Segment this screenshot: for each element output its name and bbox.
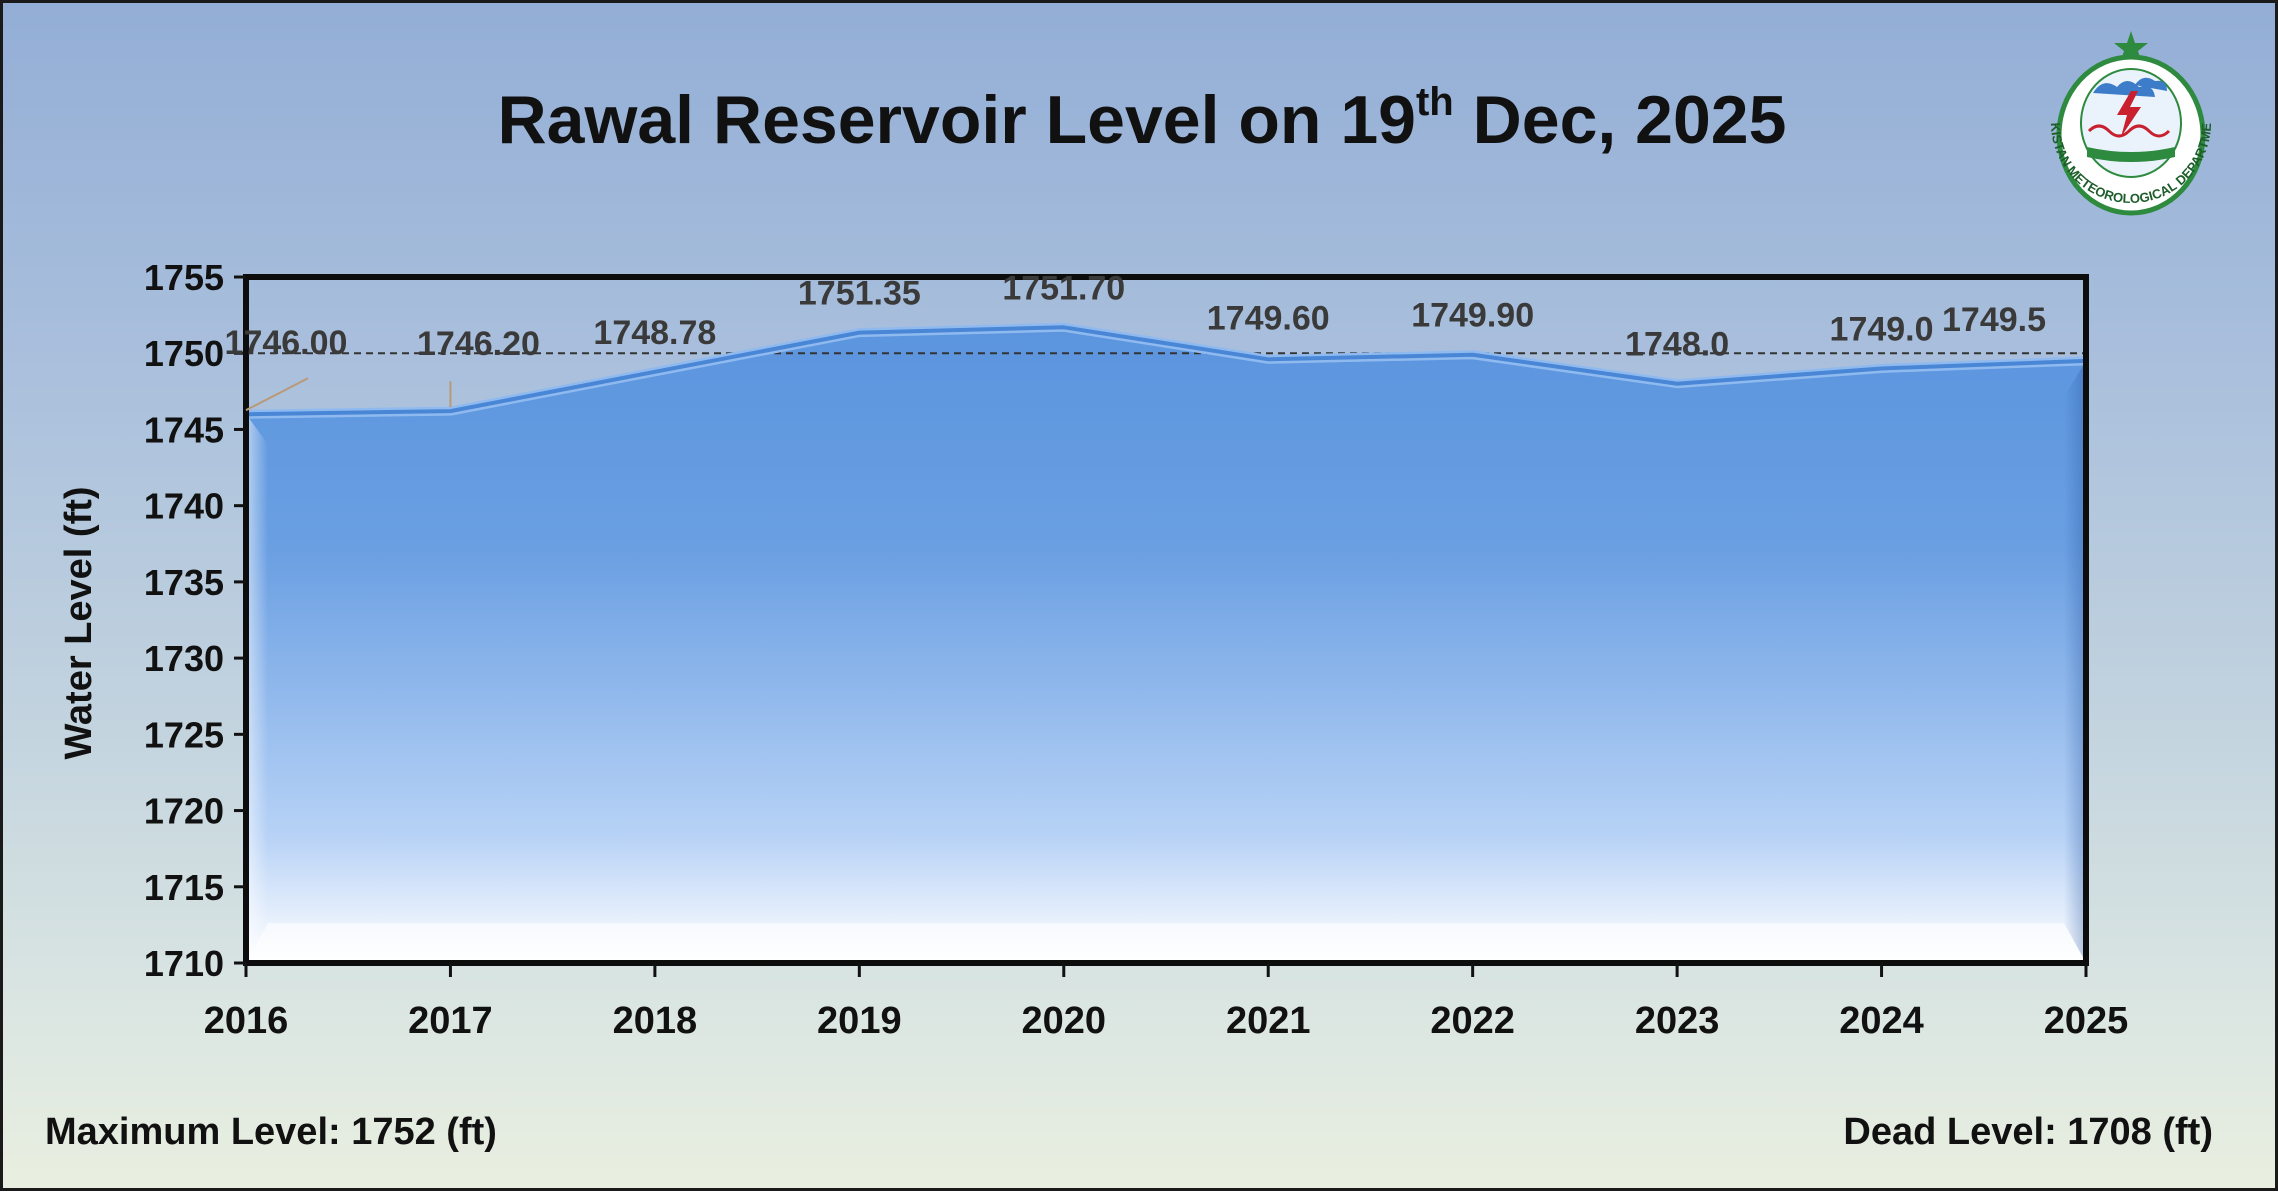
logo-cloud xyxy=(2093,81,2155,97)
x-tick-label: 2018 xyxy=(613,1000,698,1042)
y-tick-label: 1735 xyxy=(144,562,224,603)
data-label-leader xyxy=(245,377,309,412)
series-line xyxy=(245,325,2087,417)
maximum-level-note: Maximum Level: 1752 (ft) xyxy=(45,1111,497,1153)
x-tick-label: 2019 xyxy=(817,1000,902,1042)
title-main: Rawal Reservoir Level on 19 xyxy=(497,82,1416,158)
area-fill xyxy=(246,327,2086,964)
data-label: 1749.90 xyxy=(1411,297,1534,335)
y-tick-label: 1725 xyxy=(144,714,224,755)
logo-water xyxy=(2087,147,2175,162)
x-tick-label: 2021 xyxy=(1226,1000,1311,1042)
logo-waves xyxy=(2087,124,2171,138)
logo-cloud-2 xyxy=(2135,77,2167,91)
plot-area: 1710 1715 1720 1725 1730 1735 1740 1745 1750 1755… xyxy=(144,257,2128,1042)
data-label: 1746.20 xyxy=(417,325,540,363)
y-tick-label: 1710 xyxy=(144,943,224,984)
y-tick-label: 1750 xyxy=(144,333,224,374)
title-end: Dec, 2025 xyxy=(1453,82,1787,158)
y-tick-label: 1715 xyxy=(144,867,224,908)
x-tick-label: 2017 xyxy=(408,1000,493,1042)
chart-title: Rawal Reservoir Level on 19th Dec, 2025 xyxy=(3,81,2278,159)
area-chart: 1710 1715 1720 1725 1730 1735 1740 1745 1750 1755… xyxy=(58,257,2128,1042)
data-label: 1751.70 xyxy=(1002,269,1125,307)
y-tick-label: 1720 xyxy=(144,791,224,832)
x-tick-label: 2020 xyxy=(1022,1000,1107,1042)
data-label: 1746.00 xyxy=(225,324,348,362)
logo-inner xyxy=(2080,68,2182,178)
dead-level-note: Dead Level: 1708 (ft) xyxy=(1843,1111,2213,1153)
x-tick-label: 2023 xyxy=(1635,1000,1720,1042)
area-bevel-left xyxy=(246,414,268,963)
pmd-logo-icon: PAKISTAN METEOROLOGICAL DEPARTMENT xyxy=(2031,23,2214,216)
data-label: 1751.35 xyxy=(798,275,921,313)
data-label: 1749.0 xyxy=(1830,310,1934,348)
x-tick-label: 2022 xyxy=(1430,1000,1515,1042)
y-tick-label: 1730 xyxy=(144,638,224,679)
data-label: 1748.0 xyxy=(1625,326,1729,364)
plot-border xyxy=(243,274,2089,966)
x-tick-label: 2025 xyxy=(2044,1000,2129,1042)
data-label: 1749.60 xyxy=(1207,299,1330,337)
data-label: 1749.5 xyxy=(1942,301,2046,339)
x-tick-label: 2024 xyxy=(1839,1000,1924,1042)
area-bevel-bottom xyxy=(246,923,2086,963)
logo-lightning xyxy=(2117,91,2141,137)
y-tick-label: 1745 xyxy=(144,409,224,450)
y-tick-label: 1740 xyxy=(144,486,224,527)
title-superscript: th xyxy=(1415,80,1454,124)
y-tick-label: 1755 xyxy=(144,257,224,298)
logo-star xyxy=(2114,31,2148,63)
x-tick-label: 2016 xyxy=(204,1000,289,1042)
area-bevel-right xyxy=(2064,360,2086,963)
data-label: 1748.78 xyxy=(593,314,716,352)
y-axis-label: Water Level (ft) xyxy=(58,486,100,759)
